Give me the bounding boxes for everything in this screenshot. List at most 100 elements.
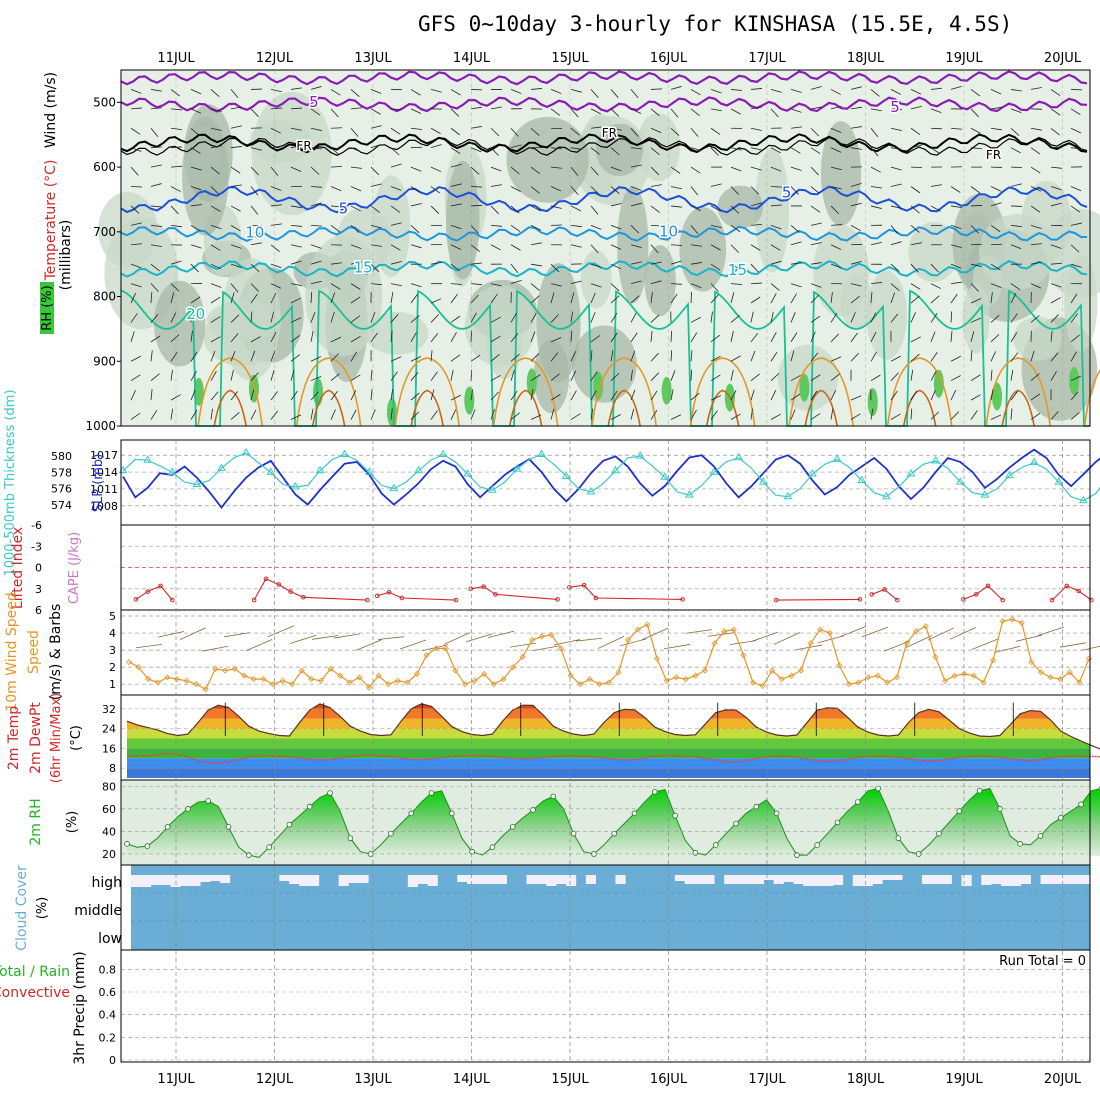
wind-barb — [370, 89, 382, 94]
wind-barb — [690, 409, 697, 420]
wind-barb — [870, 351, 877, 362]
wind-barb — [670, 186, 682, 190]
wind-barb — [267, 625, 295, 637]
wind-barb — [510, 370, 515, 381]
wind-barb — [450, 283, 462, 285]
wind-barb — [130, 107, 142, 110]
wind-marker — [951, 672, 958, 679]
wind-barb — [310, 391, 319, 401]
wind-barb — [930, 108, 942, 113]
wind-barb — [490, 409, 496, 420]
wind-barb — [630, 202, 642, 207]
wind-barb — [330, 353, 340, 362]
wind-barb — [710, 294, 719, 304]
wind-barb — [270, 186, 282, 191]
lifted-marker — [1076, 588, 1081, 594]
wind-barb — [970, 108, 979, 118]
wind-barb — [970, 186, 981, 194]
wind-barb — [190, 186, 202, 191]
series-lifted-index — [377, 591, 457, 601]
wind-barb — [810, 242, 822, 246]
wind-barb — [430, 89, 442, 93]
wind-barb — [470, 312, 477, 323]
wind-barb — [730, 292, 735, 304]
wind-barb — [830, 390, 837, 401]
wind-barb — [839, 625, 867, 638]
wind-marker — [865, 674, 872, 681]
wind-marker — [433, 645, 440, 652]
wind-barb — [330, 311, 335, 323]
wind-marker — [193, 681, 200, 688]
wind-barb — [930, 263, 939, 273]
wind-marker — [548, 631, 555, 638]
rh-high-fill — [1069, 366, 1080, 395]
axis-label: (millibars) — [58, 220, 74, 291]
wind-barb — [650, 88, 663, 90]
wind-marker — [922, 623, 929, 630]
wind-barb — [610, 203, 622, 207]
wind-barb — [230, 350, 236, 362]
wind-barb — [690, 244, 702, 247]
cloud-high-gap — [140, 875, 152, 887]
wind-marker — [673, 674, 680, 681]
wind-barb — [610, 147, 620, 156]
wind-barb — [710, 89, 722, 94]
wind-barb — [290, 390, 298, 401]
wind-barb — [990, 389, 994, 401]
wind-barb — [310, 86, 322, 90]
lifted-marker — [133, 597, 139, 602]
wind-barb — [1050, 370, 1057, 381]
wind-barb — [850, 353, 859, 362]
wind-barb — [619, 638, 647, 647]
date-label-top: 20JUL — [1044, 51, 1082, 66]
wind-barb — [390, 205, 401, 213]
wind-barb — [770, 244, 781, 251]
wind-barb — [870, 241, 882, 246]
wind-barb — [850, 106, 862, 110]
isotherm-line — [1083, 369, 1100, 427]
isotherm-label: 10 — [245, 224, 264, 242]
isotherm-line — [902, 389, 937, 427]
date-label-top: 18JUL — [847, 51, 885, 66]
wind-barb — [810, 390, 818, 401]
thickness-marker — [931, 456, 940, 464]
wind-barb — [830, 356, 842, 362]
wind-barb — [490, 283, 502, 287]
wind-barb — [927, 627, 955, 641]
wind-barb — [270, 127, 282, 134]
series-lifted-index — [776, 598, 860, 601]
rh-marker — [895, 835, 902, 841]
isotherm-line — [1001, 389, 1035, 427]
isotherm-line — [120, 96, 1088, 113]
wind-barb — [190, 389, 196, 401]
wind-barb — [910, 127, 921, 135]
y-tick-label: 1000 — [85, 419, 116, 433]
wind-barb — [770, 332, 777, 343]
wind-barb — [570, 89, 582, 93]
y-tick-label: 1 — [109, 678, 116, 691]
rh-marker — [388, 830, 394, 837]
wind-barb — [730, 147, 742, 151]
wind-barb — [810, 106, 822, 110]
wind-barb — [370, 205, 381, 213]
series-thickness — [122, 452, 1100, 502]
date-label-bottom: 15JUL — [551, 1072, 589, 1087]
wind-barb — [670, 225, 680, 234]
wind-barb — [410, 203, 422, 207]
wind-barb — [950, 311, 953, 323]
wind-barb — [610, 332, 618, 343]
cloud-high-gap — [743, 875, 755, 884]
wind-barb — [470, 244, 480, 252]
cloud-high-gap — [1020, 875, 1031, 884]
wind-barb — [850, 295, 860, 304]
wind-barb — [410, 166, 422, 172]
wind-barb — [170, 312, 177, 323]
isotherm-line — [120, 225, 1087, 243]
wind-marker — [365, 684, 373, 691]
wind-barb — [890, 292, 896, 304]
wind-barb — [390, 292, 394, 304]
wind-barb — [590, 335, 601, 343]
wind-barb — [310, 280, 322, 284]
wind-barb — [650, 352, 659, 362]
wind-barb — [150, 107, 162, 110]
